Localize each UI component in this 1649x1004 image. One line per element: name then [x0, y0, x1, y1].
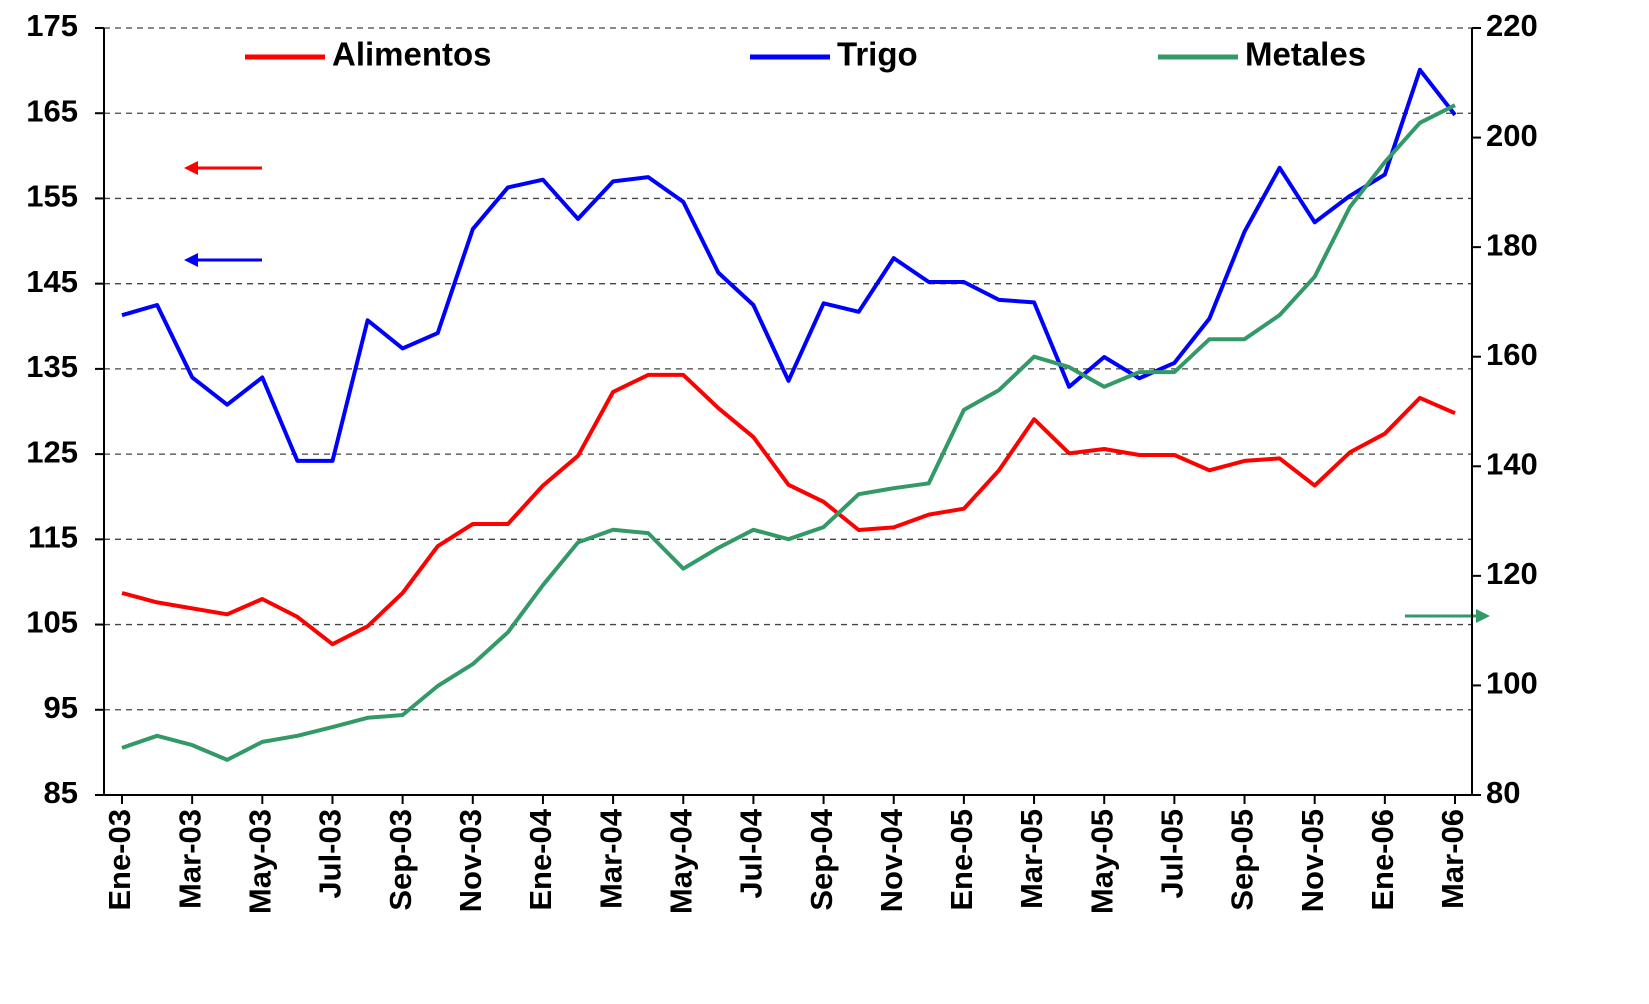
legend-item: Alimentos: [245, 36, 492, 73]
y-tick-label: 155: [26, 179, 78, 214]
y2-tick-label: 220: [1486, 8, 1538, 43]
y2-tick-label: 200: [1486, 118, 1538, 153]
x-tick-label: Jul-05: [1155, 809, 1190, 899]
x-tick-label: Jul-03: [313, 809, 348, 899]
y-tick-label: 95: [44, 690, 78, 725]
y2-tick-label: 160: [1486, 337, 1538, 372]
legend-item: Trigo: [750, 36, 918, 73]
x-tick-label: Mar-05: [1014, 809, 1049, 909]
legend-label: Trigo: [837, 36, 918, 73]
y-tick-label: 145: [26, 264, 78, 299]
x-tick-label: Ene-04: [523, 808, 558, 910]
x-tick-label: Mar-06: [1435, 809, 1470, 909]
y-tick-label: 125: [26, 434, 78, 469]
series-line: [121, 103, 1456, 762]
x-tick-label: Ene-03: [102, 809, 137, 911]
y-tick-label: 175: [26, 8, 78, 43]
x-tick-label: Nov-03: [453, 809, 488, 912]
y2-tick-label: 140: [1486, 446, 1538, 481]
y2-tick-label: 80: [1486, 775, 1520, 810]
x-tick-label: Sep-03: [383, 809, 418, 911]
x-tick-label: Sep-05: [1225, 809, 1260, 911]
x-tick-label: Jul-04: [734, 808, 769, 898]
y-tick-label: 165: [26, 93, 78, 128]
x-tick-label: May-04: [663, 808, 698, 914]
x-tick-label: Mar-03: [172, 809, 207, 909]
y-tick-label: 105: [26, 605, 78, 640]
series-line: [121, 372, 1456, 647]
x-tick-label: Ene-06: [1365, 809, 1400, 911]
x-tick-label: Nov-04: [874, 808, 909, 912]
y2-tick-label: 180: [1486, 227, 1538, 262]
y2-tick-label: 100: [1486, 666, 1538, 701]
x-tick-label: Mar-04: [593, 808, 628, 909]
legend-item: Metales: [1158, 36, 1366, 73]
y-tick-label: 115: [28, 520, 78, 555]
x-tick-label: Ene-05: [944, 809, 979, 911]
y-tick-label: 85: [44, 775, 78, 810]
x-tick-label: May-03: [243, 809, 278, 914]
x-tick-label: Nov-05: [1295, 809, 1330, 912]
legend-label: Alimentos: [332, 36, 492, 73]
y-tick-label: 135: [26, 349, 78, 384]
x-tick-label: Sep-04: [804, 808, 839, 910]
arrows: [184, 161, 1490, 623]
x-tick-label: May-05: [1084, 809, 1119, 914]
legend-label: Metales: [1245, 36, 1366, 73]
series-line: [121, 67, 1457, 463]
y2-tick-label: 120: [1486, 556, 1538, 591]
